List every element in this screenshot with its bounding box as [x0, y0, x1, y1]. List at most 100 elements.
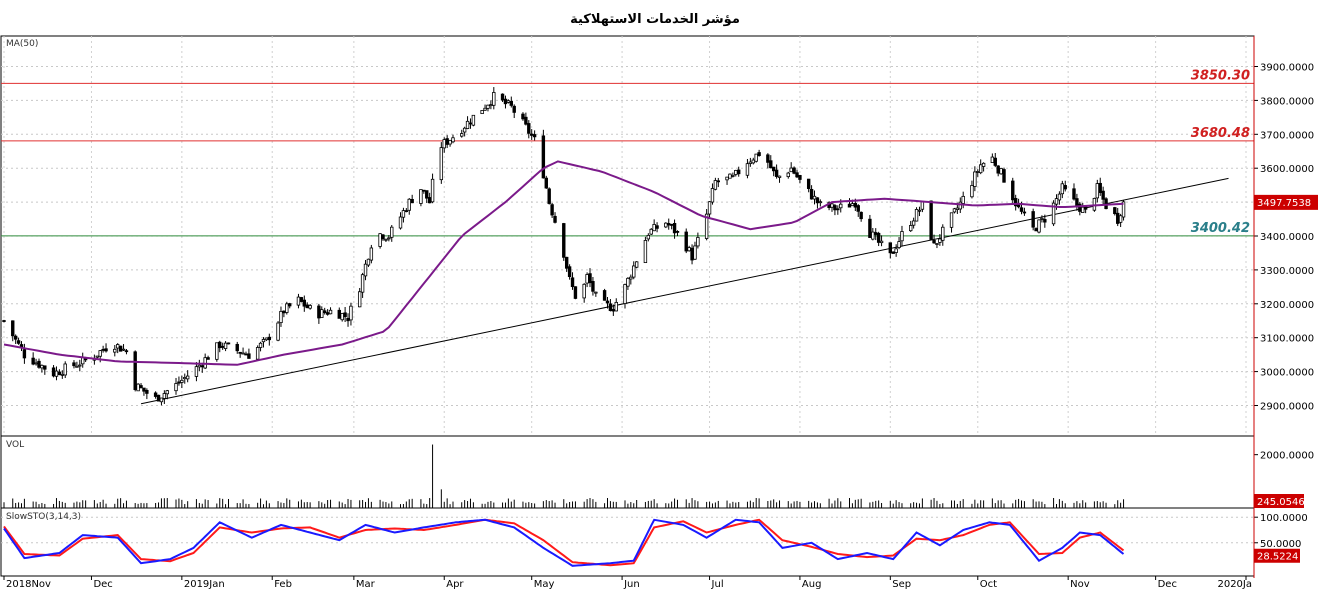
candle-body: [384, 238, 388, 241]
candle-body: [582, 283, 586, 299]
candle-body: [847, 203, 852, 208]
candle-body: [258, 342, 263, 348]
candle-body: [1116, 212, 1120, 224]
time-tick-label: 2020Ja: [1217, 579, 1252, 590]
candle-body: [704, 213, 709, 239]
time-tick-label: Jun: [623, 579, 640, 590]
candle-body: [795, 172, 799, 178]
candle-body: [605, 300, 610, 304]
candle-body: [118, 345, 123, 352]
candle-body: [833, 205, 837, 211]
candle-body: [261, 339, 266, 343]
candle-body: [40, 364, 44, 369]
candle-body: [220, 345, 225, 348]
candle-body: [978, 164, 983, 174]
candle-body: [792, 167, 796, 174]
candle-body: [990, 156, 995, 163]
candle-body: [407, 198, 411, 211]
candle-body: [16, 340, 21, 344]
price-tick-label: 3200.0000: [1260, 300, 1314, 311]
candle-body: [11, 320, 15, 337]
candle-body: [177, 381, 181, 384]
candle-body: [564, 256, 569, 269]
candle-body: [667, 223, 671, 226]
candle-body: [448, 140, 452, 145]
candle-body: [710, 188, 715, 203]
candle-body: [707, 201, 712, 215]
candle-body: [422, 189, 426, 192]
candle-body: [521, 113, 525, 120]
candle-body: [894, 248, 898, 253]
candle-body: [162, 393, 167, 399]
candle-body: [938, 238, 942, 243]
time-axis: 2018Nov Dec 2019Jan Feb Mar Apr May Jun Jul Aug Se…: [3, 576, 1252, 590]
candle-body: [993, 157, 997, 166]
candle-body: [958, 201, 962, 210]
candle-body: [31, 357, 35, 365]
resistance-level-label: 3680.48: [1191, 126, 1250, 141]
volume-tick-label: 2000.0000: [1260, 451, 1314, 462]
candle-body: [675, 231, 680, 233]
candle-body: [328, 309, 333, 315]
candle-body: [145, 389, 149, 394]
candle-body: [970, 185, 974, 198]
candle-body: [690, 247, 694, 261]
candle-body: [325, 312, 330, 315]
candle-body: [43, 365, 47, 370]
stochastic-panel-frame: [0, 507, 1255, 577]
candle-body: [302, 299, 306, 307]
candle-body: [786, 172, 790, 178]
candle-body: [282, 310, 286, 314]
price-tick-label: 3300.0000: [1260, 266, 1314, 277]
candle-body: [547, 188, 551, 204]
candle-body: [737, 169, 741, 175]
candle-body: [713, 180, 718, 190]
candle-body: [1121, 201, 1126, 218]
candle-body: [489, 104, 493, 107]
candle-body: [480, 110, 484, 115]
volume-last-tag: 245.0546: [1254, 494, 1305, 508]
candle-body: [142, 387, 146, 392]
candle-body: [410, 199, 414, 204]
candle-body: [136, 383, 140, 392]
candle-body: [369, 247, 374, 261]
candle-body: [1104, 198, 1108, 210]
candle-body: [999, 168, 1003, 175]
candle-body: [366, 258, 371, 266]
candle-body: [1072, 188, 1076, 200]
stochastic-tick-label: 100.0000: [1260, 513, 1308, 524]
candle-body: [917, 209, 922, 212]
candle-body: [777, 175, 782, 178]
time-tick-label: Jul: [711, 579, 724, 590]
candle-body: [553, 215, 557, 223]
candle-body: [856, 205, 860, 212]
stochastic-last-value: 28.5224: [1257, 552, 1298, 563]
candle-body: [279, 310, 283, 324]
candle-body: [669, 223, 674, 226]
candle-body: [320, 309, 324, 318]
candle-body: [929, 200, 933, 240]
candle-body: [468, 122, 473, 125]
candle-body: [2, 320, 6, 322]
candle-body: [716, 180, 720, 183]
candle-body: [952, 208, 957, 213]
candle-body: [1002, 169, 1006, 183]
candle-body: [500, 93, 505, 101]
candle-body: [465, 120, 470, 129]
resistance-level-label: 3850.30: [1191, 68, 1250, 83]
candle-body: [909, 225, 913, 232]
candle-body: [159, 397, 164, 403]
candle-body: [75, 365, 79, 368]
candle-body: [72, 362, 76, 367]
candle-body: [425, 190, 429, 199]
candle-body: [981, 162, 986, 167]
candle-body: [1054, 198, 1059, 205]
candle-body: [806, 178, 811, 189]
candle-body: [1092, 197, 1097, 211]
candle-body: [812, 195, 817, 200]
candle-body: [1034, 228, 1038, 232]
candle-body: [973, 171, 977, 187]
candle-body: [745, 163, 750, 176]
candle-body: [1037, 219, 1041, 233]
